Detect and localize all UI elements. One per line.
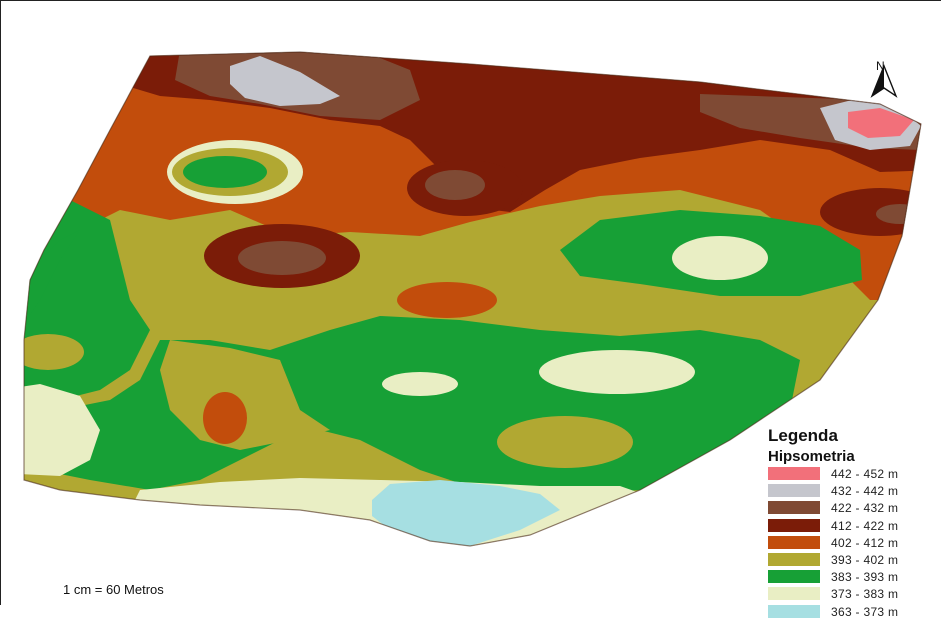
scale-label: 1 cm = 60 Metros [63,582,164,597]
legend-label: 363 - 373 m [831,604,899,619]
knoll-east-core [876,204,921,224]
legend-swatch [768,501,820,515]
spot-central-orange [397,282,497,318]
legend-swatch [768,587,820,601]
legend-item: 412 - 422 m [768,518,941,535]
legend-label: 373 - 383 m [831,587,899,602]
legend-swatch [768,604,820,618]
legend-swatch [768,535,820,549]
legend-label: 393 - 402 m [831,553,899,567]
spot-south-orange [203,392,247,444]
legend-item: 393 - 402 m [768,552,941,569]
legend-swatch [768,467,820,480]
legend-label: 402 - 412 m [831,535,899,550]
lowland-west-patch [24,334,84,370]
north-arrow-icon [870,64,898,98]
knoll-west-core [238,241,326,275]
legend-item: 422 - 432 m [768,500,941,517]
bowl-nw-core [183,156,267,188]
patch-southeast [497,416,633,468]
legend-swatch [768,518,820,532]
legend-title: Legenda [768,426,838,445]
knoll-central-core [425,170,485,200]
legend-label: 442 - 452 m [831,467,899,481]
legend-item: 383 - 393 m [768,569,941,586]
map-frame [0,0,941,605]
legend-swatch [768,553,820,566]
zone-442-452 [848,108,914,138]
edge-west-green [24,230,80,340]
flat-east [539,350,695,394]
legend-item: 442 - 452 m [768,466,941,483]
hypsometric-map [23,51,922,547]
tongue-central [160,340,330,450]
zone-432-442 [230,56,340,106]
basin-east-flat [672,236,768,280]
legend-subtitle: Hipsometria [768,448,855,465]
map-legend: Legenda Hipsometria 442 - 452 m 432 - 442… [768,424,941,619]
legend-item: 363 - 373 m [768,604,941,621]
zone-363-373 [372,480,560,546]
north-label: N [876,59,885,73]
legend-swatch [768,484,820,498]
legend-label: 412 - 422 m [831,518,899,533]
study-area-outline [23,51,922,547]
legend-swatch [768,570,820,584]
legend-label: 422 - 432 m [831,501,899,516]
legend-item: 402 - 412 m [768,535,941,552]
flat-southwest [24,384,100,476]
legend-item: 373 - 383 m [768,586,941,603]
legend-label: 383 - 393 m [831,570,899,585]
legend-item: 432 - 442 m [768,483,941,500]
flat-central [382,372,458,396]
legend-label: 432 - 442 m [831,484,899,499]
